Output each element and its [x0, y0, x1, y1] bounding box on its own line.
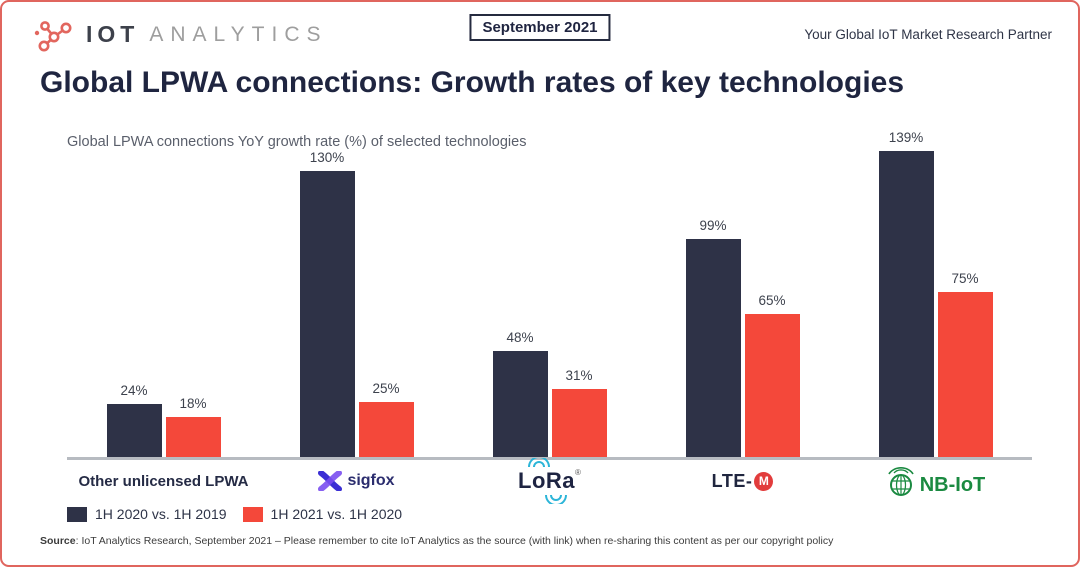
legend-swatch — [67, 506, 87, 522]
lora-label: LoRa — [518, 468, 576, 493]
logo-text-iot: IOT — [86, 21, 140, 47]
bar-group-5: 139% 75% — [839, 130, 1032, 457]
bars-row: 24% 18% 130% 25% 48% 31% 99% 65% 139% 75% — [67, 130, 1032, 460]
nbiot-label: NB-IoT — [919, 473, 986, 496]
category-label-lora: LoRa® — [453, 458, 646, 504]
lora-trademark: ® — [575, 468, 581, 477]
molecule-logo-icon — [34, 20, 72, 51]
legend-swatch — [242, 506, 263, 522]
sigfox-label: sigfox — [347, 472, 395, 489]
source-label: Source — [40, 535, 76, 547]
bar: 31% — [551, 368, 607, 457]
category-labels-row: Other unlicensed LPWA sigfox — [67, 458, 1032, 504]
bar-group-4: 99% 65% — [646, 150, 839, 457]
tagline: Your Global IoT Market Research Partner — [804, 27, 1052, 42]
title-bold: Global LPWA connections: — [40, 66, 423, 99]
lte-label: LTE- — [711, 470, 753, 491]
legend-label: 1H 2020 vs. 1H 2019 — [95, 506, 227, 522]
bar: 130% — [299, 150, 355, 457]
bar: 99% — [685, 218, 741, 457]
bar-group-3: 48% 31% — [453, 150, 646, 457]
category-text: Other unlicensed LPWA — [78, 472, 249, 490]
bar-value-label: 130% — [309, 150, 345, 165]
legend-item: 1H 2020 vs. 1H 2019 — [67, 506, 227, 522]
date-badge: September 2021 — [469, 14, 611, 41]
category-label-nb-iot: NB-IoT — [839, 465, 1032, 497]
bar-value-label: 139% — [888, 130, 924, 146]
category-label-sigfox: sigfox — [260, 465, 453, 497]
bar: 48% — [492, 330, 548, 457]
title-regular: Growth rates of key technologies — [422, 66, 905, 99]
bar-value-label: 31% — [565, 367, 593, 383]
lora-arcs-icon — [528, 458, 551, 468]
nbiot-globe-icon — [888, 466, 914, 496]
bar-value-label: 24% — [120, 383, 148, 399]
bar-value-label: 25% — [372, 381, 400, 396]
bar-value-label: 48% — [506, 330, 534, 346]
bar-group-1: 24% 18% — [67, 150, 260, 457]
bar-value-label: 18% — [179, 396, 207, 412]
source-text: : IoT Analytics Research, September 2021… — [75, 535, 834, 547]
bar: 18% — [165, 396, 221, 457]
bar: 65% — [744, 293, 800, 457]
lora-arcs-icon — [545, 494, 568, 504]
page-title: Global LPWA connections: Growth rates of… — [40, 66, 1078, 100]
bar-value-label: 75% — [951, 271, 979, 286]
bar-value-label: 99% — [699, 218, 727, 234]
bar-group-2: 130% 25% — [260, 150, 453, 457]
sigfox-icon — [318, 471, 343, 491]
bar: 75% — [937, 271, 993, 457]
bar: 24% — [106, 383, 162, 457]
iot-analytics-logo: IOT ANALYTICS — [32, 16, 328, 54]
lte-m-circle-icon: M — [754, 471, 774, 491]
bar: 25% — [358, 381, 414, 457]
logo-text-analytics: ANALYTICS — [149, 22, 328, 46]
bar: 139% — [878, 130, 934, 457]
legend-item: 1H 2021 vs. 1H 2020 — [242, 506, 403, 522]
source-note: Source: IoT Analytics Research, Septembe… — [40, 535, 1078, 547]
legend-label: 1H 2021 vs. 1H 2020 — [270, 506, 403, 522]
bar-value-label: 65% — [758, 293, 786, 308]
category-label-lte-m: LTE- M — [646, 465, 839, 497]
bar-chart: 24% 18% 130% 25% 48% 31% 99% 65% 139% 75% Other u… — [67, 130, 1032, 504]
legend: 1H 2020 vs. 1H 2019 1H 2021 vs. 1H 2020 — [67, 506, 1078, 522]
category-label-other-unlicensed-lpwa: Other unlicensed LPWA — [67, 465, 260, 497]
header: IOT ANALYTICS September 2021 Your Global… — [2, 2, 1078, 54]
chart-subtitle: Global LPWA connections YoY growth rate … — [67, 134, 527, 150]
